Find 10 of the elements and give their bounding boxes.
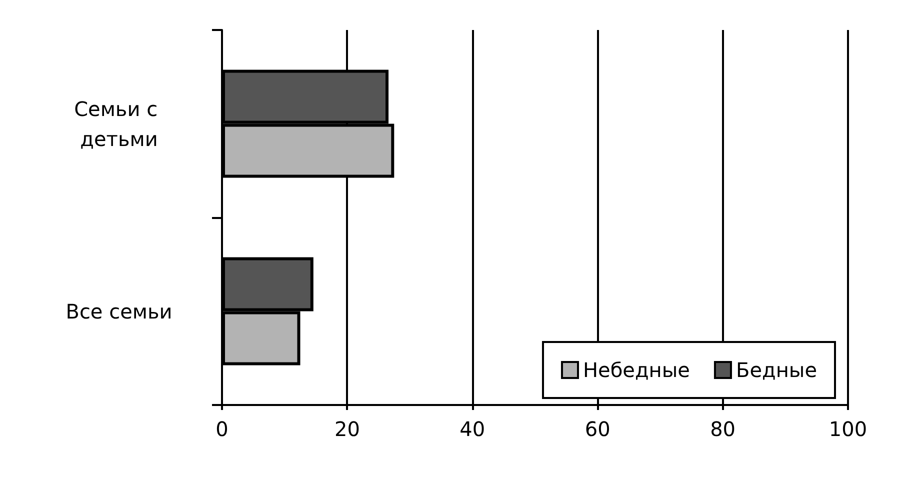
y-tick-label: Семьи с детьми: [74, 96, 164, 151]
legend-label: Бедные: [736, 358, 818, 382]
x-tick-label: 100: [828, 417, 868, 441]
x-tick-label: 40: [460, 417, 486, 441]
legend-label: Небедные: [582, 358, 690, 382]
y-tick-label: Все семьи: [66, 299, 172, 324]
x-tick-label: 0: [216, 417, 228, 441]
x-tick-label: 60: [584, 417, 610, 441]
x-tick-label: 80: [710, 417, 736, 441]
x-tick-label: 20: [334, 417, 360, 441]
